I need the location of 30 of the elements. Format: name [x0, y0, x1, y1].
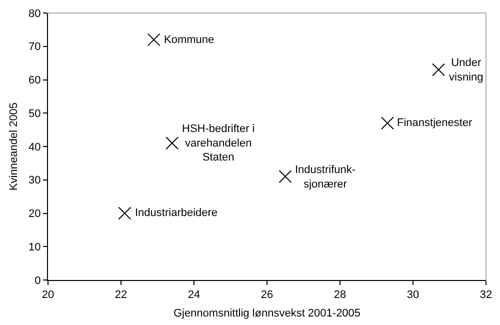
y-tick-label: 0 — [34, 274, 41, 287]
annotation: Kommune — [164, 34, 214, 46]
point — [166, 136, 179, 150]
y-tick-label: 10 — [28, 241, 41, 254]
y-tick-label: 50 — [28, 108, 41, 120]
point — [278, 170, 292, 184]
x-tick-label: 30 — [406, 289, 420, 302]
x-tick-label: 26 — [260, 289, 274, 302]
annotation: Under visning — [449, 57, 484, 84]
annotation: HSH-bedrifter i varehandelen Staten — [182, 123, 255, 164]
x-tick-label: 32 — [480, 289, 492, 302]
point — [432, 63, 446, 76]
x-axis-title: Gjennomsnittlig lønnsvekst 2001-2005 — [173, 307, 361, 320]
point — [380, 116, 394, 130]
annotation: Industrifunk- sjonærer — [295, 164, 356, 190]
y-axis-title: Kvinneandel 2005 — [8, 102, 20, 191]
y-tick-label: 60 — [28, 74, 41, 87]
x-tick-label: 24 — [188, 289, 200, 302]
x-tick-label: 22 — [114, 289, 128, 302]
y-tick-label: 30 — [28, 174, 41, 187]
y-tick-label: 70 — [28, 41, 41, 54]
point — [118, 206, 132, 220]
x-tick-label: 28 — [334, 289, 346, 302]
point — [147, 33, 160, 46]
y-tick-label: 80 — [28, 8, 41, 20]
x-tick-label: 20 — [42, 289, 54, 302]
annotation: Industriarbeidere — [135, 207, 218, 219]
y-tick-label: 20 — [28, 208, 41, 220]
annotation: Finanstjenester — [397, 117, 473, 129]
y-tick-label: 40 — [28, 141, 41, 154]
